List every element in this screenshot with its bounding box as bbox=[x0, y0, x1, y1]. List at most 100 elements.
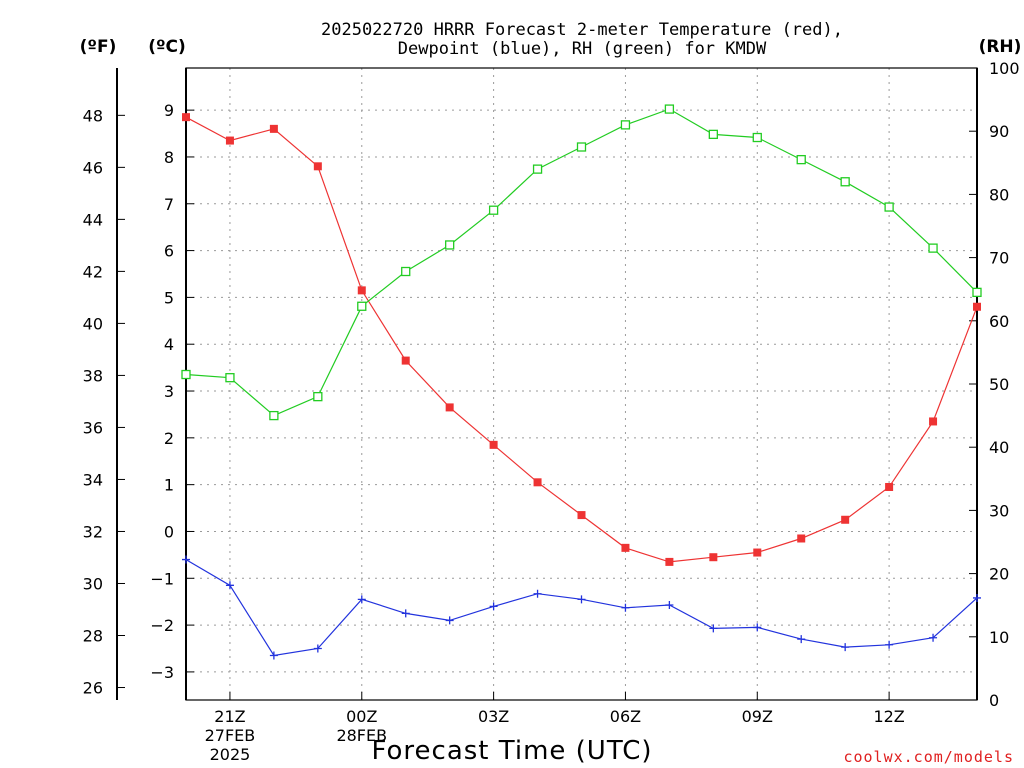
rh-point bbox=[796, 154, 806, 165]
rh-point bbox=[752, 132, 762, 143]
celsius-tick-label: 1 bbox=[164, 476, 174, 495]
fahrenheit-tick-label: 26 bbox=[83, 679, 103, 698]
rh-tick-label: 30 bbox=[989, 501, 1009, 520]
chart-title-line1: 2025022720 HRRR Forecast 2-meter Tempera… bbox=[321, 20, 843, 40]
rh-tick-label: 60 bbox=[989, 312, 1009, 331]
dewpoint-point bbox=[709, 624, 718, 633]
x-tick-label: 06Z bbox=[610, 707, 641, 726]
celsius-tick-label: 7 bbox=[164, 195, 174, 214]
celsius-unit-label: (ºC) bbox=[148, 37, 186, 57]
dewpoint-point bbox=[621, 603, 630, 612]
dewpoint-line bbox=[185, 559, 978, 657]
fahrenheit-tick-label: 28 bbox=[83, 626, 103, 645]
dewpoint-point bbox=[929, 633, 938, 642]
temperature-point bbox=[269, 124, 278, 133]
fahrenheit-tick-label: 44 bbox=[83, 210, 103, 229]
chart-title-line2: Dewpoint (blue), RH (green) for KMDW bbox=[398, 39, 767, 59]
rh-tick-label: 80 bbox=[989, 185, 1009, 204]
temperature-point bbox=[753, 548, 762, 557]
source-credit: coolwx.com/models bbox=[843, 748, 1014, 766]
rh-point bbox=[620, 120, 631, 130]
rh-point bbox=[357, 301, 367, 311]
rh-tick-label: 50 bbox=[989, 375, 1009, 394]
fahrenheit-tick-label: 34 bbox=[83, 470, 103, 489]
dewpoint-point bbox=[841, 643, 850, 652]
rh-tick-label: 40 bbox=[989, 438, 1009, 457]
temperature-point bbox=[929, 417, 938, 426]
celsius-tick-label: 4 bbox=[164, 335, 174, 354]
temperature-point bbox=[621, 543, 630, 552]
x-tick-date: 28FEB bbox=[336, 726, 387, 745]
temperature-point bbox=[973, 302, 981, 311]
celsius-tick-label: 9 bbox=[164, 101, 174, 120]
celsius-tick-label: 6 bbox=[164, 242, 174, 261]
x-tick-label: 00Z bbox=[346, 707, 377, 726]
rh-point bbox=[488, 205, 499, 215]
dewpoint-point bbox=[533, 589, 542, 598]
celsius-tick-label: 8 bbox=[164, 148, 174, 167]
celsius-tick-label: 3 bbox=[164, 382, 174, 401]
fahrenheit-tick-label: 40 bbox=[83, 314, 103, 333]
rh-point bbox=[532, 164, 543, 174]
temperature-point bbox=[885, 482, 894, 491]
rh-point bbox=[445, 240, 455, 250]
temperature-point bbox=[357, 286, 366, 295]
rh-point bbox=[181, 369, 191, 380]
rh-point bbox=[972, 287, 982, 298]
data-series bbox=[181, 104, 982, 660]
temperature-point bbox=[445, 403, 454, 412]
celsius-tick-label: −3 bbox=[150, 663, 174, 682]
temperature-point bbox=[665, 557, 674, 566]
rh-point bbox=[840, 177, 850, 187]
rh-point bbox=[313, 391, 323, 402]
rh-point bbox=[269, 410, 279, 421]
x-axis-title: Forecast Time (UTC) bbox=[371, 736, 652, 766]
rh-ticks: 0 10 20 30 40 50 60 70 80 90 100 bbox=[969, 59, 1020, 710]
x-tick-label: 12Z bbox=[873, 707, 904, 726]
fahrenheit-tick-label: 32 bbox=[83, 522, 103, 541]
x-tick-label: 03Z bbox=[478, 707, 509, 726]
rh-point bbox=[576, 142, 587, 152]
dewpoint-point bbox=[489, 602, 498, 611]
rh-point bbox=[664, 104, 675, 114]
celsius-tick-label: 5 bbox=[164, 288, 174, 307]
x-tick-date: 27FEB bbox=[205, 726, 256, 745]
temperature-point bbox=[709, 553, 718, 562]
grid-lines bbox=[186, 68, 977, 700]
rh-tick-label: 90 bbox=[989, 122, 1009, 141]
fahrenheit-ticks: 26 28 30 32 34 36 38 40 42 44 46 48 bbox=[83, 106, 125, 698]
fahrenheit-unit-label: (ºF) bbox=[80, 37, 117, 57]
fahrenheit-tick-label: 46 bbox=[83, 158, 103, 177]
dewpoint-point bbox=[357, 595, 366, 604]
dewpoint-point bbox=[225, 581, 234, 590]
fahrenheit-tick-label: 36 bbox=[83, 418, 103, 437]
rh-point bbox=[225, 373, 235, 383]
rh-tick-label: 10 bbox=[989, 628, 1009, 647]
temperature-point bbox=[489, 440, 498, 449]
dewpoint-point bbox=[182, 555, 190, 564]
rh-tick-label: 20 bbox=[989, 565, 1009, 584]
rh-tick-label: 100 bbox=[989, 59, 1020, 78]
celsius-tick-label: 0 bbox=[164, 522, 174, 541]
temperature-point bbox=[797, 534, 806, 543]
temperature-point bbox=[313, 162, 322, 171]
temperature-point bbox=[577, 511, 586, 520]
fahrenheit-tick-label: 42 bbox=[83, 262, 103, 281]
celsius-tick-label: 2 bbox=[164, 429, 174, 448]
fahrenheit-tick-label: 38 bbox=[83, 366, 103, 385]
temperature-point bbox=[401, 356, 410, 365]
rh-tick-label: 70 bbox=[989, 249, 1009, 268]
rh-point bbox=[928, 243, 938, 253]
dewpoint-point bbox=[401, 609, 410, 618]
temperature-point bbox=[225, 136, 234, 145]
dewpoint-point bbox=[973, 593, 981, 602]
celsius-ticks: −3 −2 −1 0 1 2 3 4 5 6 7 8 9 bbox=[150, 101, 194, 682]
x-tick-label: 09Z bbox=[742, 707, 773, 726]
temperature-line bbox=[185, 116, 978, 563]
fahrenheit-tick-label: 30 bbox=[83, 574, 103, 593]
temperature-point bbox=[841, 515, 850, 524]
dewpoint-point bbox=[577, 595, 586, 604]
celsius-tick-label: −2 bbox=[150, 616, 174, 635]
